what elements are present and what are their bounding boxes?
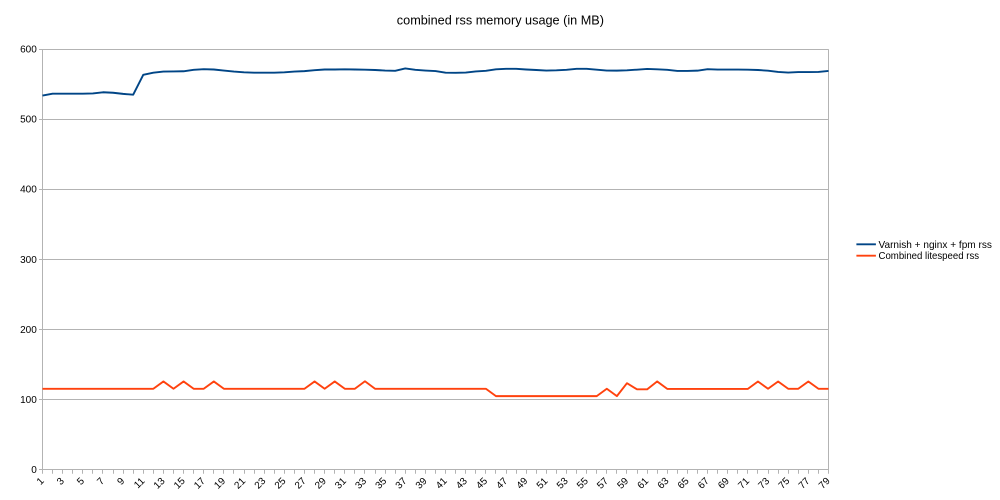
svg-text:100: 100	[20, 395, 37, 406]
svg-text:500: 500	[20, 115, 37, 126]
svg-text:Combined litespeed rss: Combined litespeed rss	[879, 251, 980, 262]
svg-text:combined rss memory usage (in: combined rss memory usage (in MB)	[397, 14, 604, 28]
svg-text:400: 400	[20, 185, 37, 196]
svg-text:300: 300	[20, 255, 37, 266]
svg-text:200: 200	[20, 325, 37, 336]
svg-text:0: 0	[31, 465, 37, 476]
svg-text:Varnish + nginx + fpm rss: Varnish + nginx + fpm rss	[879, 240, 992, 251]
svg-text:600: 600	[20, 45, 37, 56]
